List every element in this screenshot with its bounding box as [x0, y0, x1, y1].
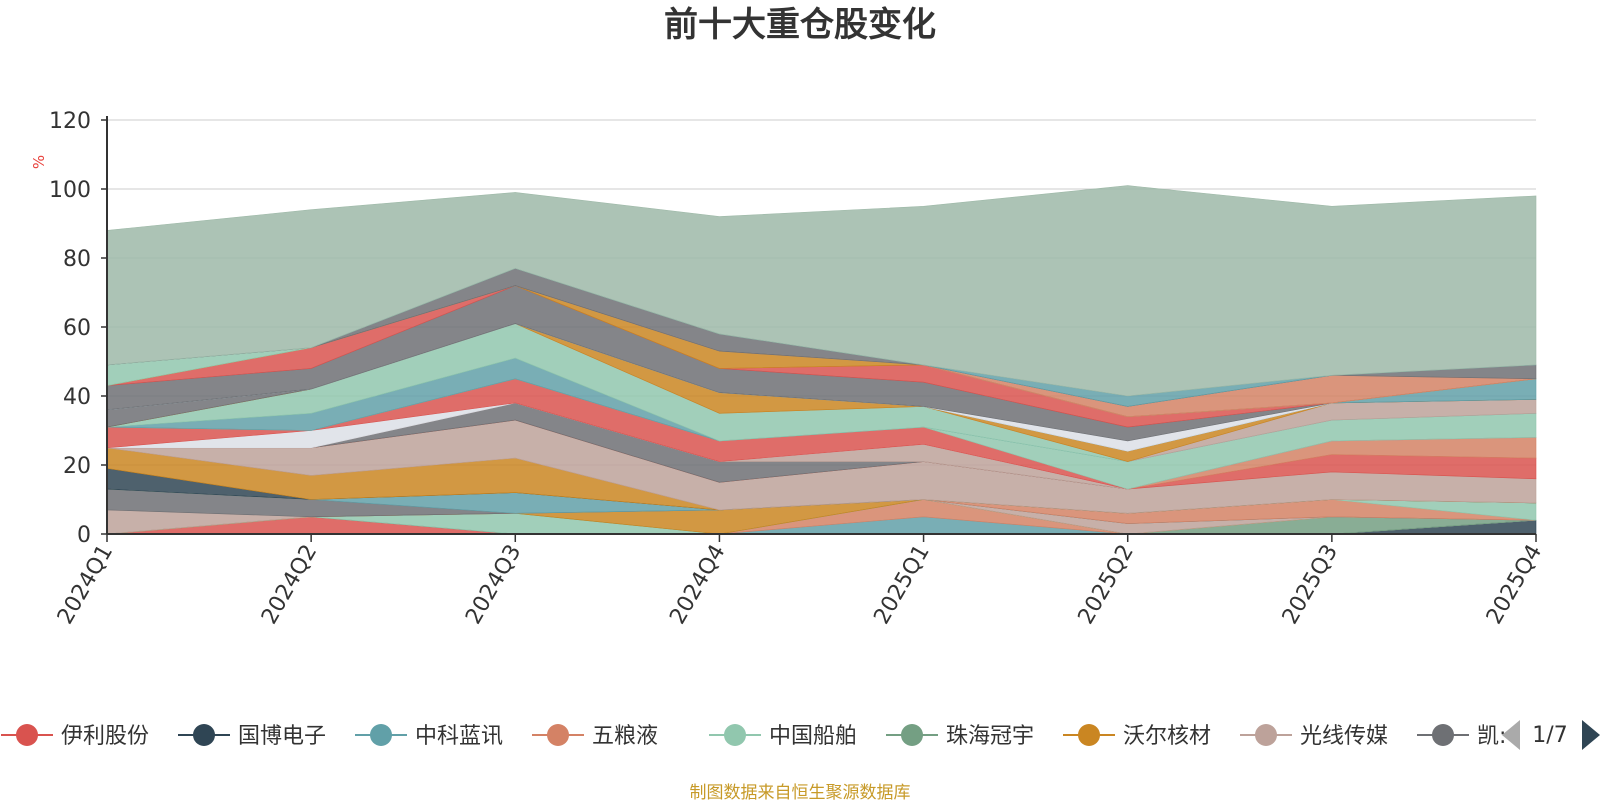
legend-label: 中科蓝讯 — [415, 724, 503, 749]
y-tick-label: 0 — [77, 523, 91, 548]
x-tick-label: 2024Q2 — [257, 541, 322, 629]
y-tick-label: 80 — [63, 247, 91, 272]
legend-marker — [1078, 724, 1100, 746]
x-tick-label: 2024Q1 — [53, 541, 118, 629]
legend-label: 沃尔核材 — [1123, 724, 1211, 749]
legend-label: 国博电子 — [238, 724, 326, 749]
legend-item[interactable]: 凯: — [1417, 724, 1506, 749]
legend-marker — [193, 724, 215, 746]
legend-label: 中国船舶 — [769, 724, 857, 749]
chart-title: 前十大重仓股变化 — [664, 5, 936, 45]
legend-item[interactable]: 中科蓝讯 — [355, 724, 503, 749]
legend-marker — [724, 724, 746, 746]
area-series-36 — [106, 185, 1537, 397]
legend-marker — [1255, 724, 1277, 746]
y-tick-label: 120 — [49, 109, 91, 134]
legend-label: 凯: — [1477, 724, 1506, 749]
legend-next-page-icon[interactable] — [1582, 720, 1600, 750]
legend-label: 五粮液 — [592, 724, 658, 749]
x-tick-label: 2025Q2 — [1074, 541, 1139, 629]
legend-marker — [1432, 724, 1454, 746]
legend-page-indicator: 1/7 — [1532, 723, 1567, 748]
legend-item[interactable]: 珠海冠宇 — [886, 724, 1034, 749]
x-tick-label: 2025Q3 — [1278, 541, 1343, 629]
legend-item[interactable]: 国博电子 — [178, 724, 326, 749]
x-tick-label: 2024Q3 — [461, 541, 526, 629]
y-tick-label: 40 — [63, 385, 91, 410]
y-axis-unit-label: % — [30, 155, 48, 169]
legend-marker — [901, 724, 923, 746]
y-tick-label: 60 — [63, 316, 91, 341]
x-tick-label: 2024Q4 — [665, 541, 730, 629]
legend-item[interactable]: 沃尔核材 — [1063, 724, 1211, 749]
area-series — [106, 185, 1537, 535]
legend-item[interactable]: 五粮液 — [532, 724, 658, 749]
legend-marker — [370, 724, 392, 746]
y-tick-label: 100 — [49, 178, 91, 203]
legend-item[interactable]: 伊利股份 — [1, 724, 149, 749]
legend-label: 光线传媒 — [1300, 724, 1388, 749]
legend[interactable]: 伊利股份 国博电子 中科蓝讯 五粮液 中国船舶 珠海冠宇 沃尔核材 光线传媒 凯: 1/7 — [1, 720, 1600, 750]
y-tick-label: 20 — [63, 454, 91, 479]
legend-item[interactable]: 中国船舶 — [709, 724, 857, 749]
legend-marker — [16, 724, 38, 746]
legend-prev-page-icon — [1502, 720, 1520, 750]
legend-label: 伊利股份 — [61, 724, 149, 749]
legend-marker — [547, 724, 569, 746]
data-source-note: 制图数据来自恒生聚源数据库 — [689, 783, 911, 803]
legend-item[interactable]: 光线传媒 — [1240, 724, 1388, 749]
x-tick-label: 2025Q4 — [1482, 541, 1547, 629]
legend-label: 珠海冠宇 — [946, 724, 1034, 749]
x-tick-label: 2025Q1 — [869, 541, 934, 629]
